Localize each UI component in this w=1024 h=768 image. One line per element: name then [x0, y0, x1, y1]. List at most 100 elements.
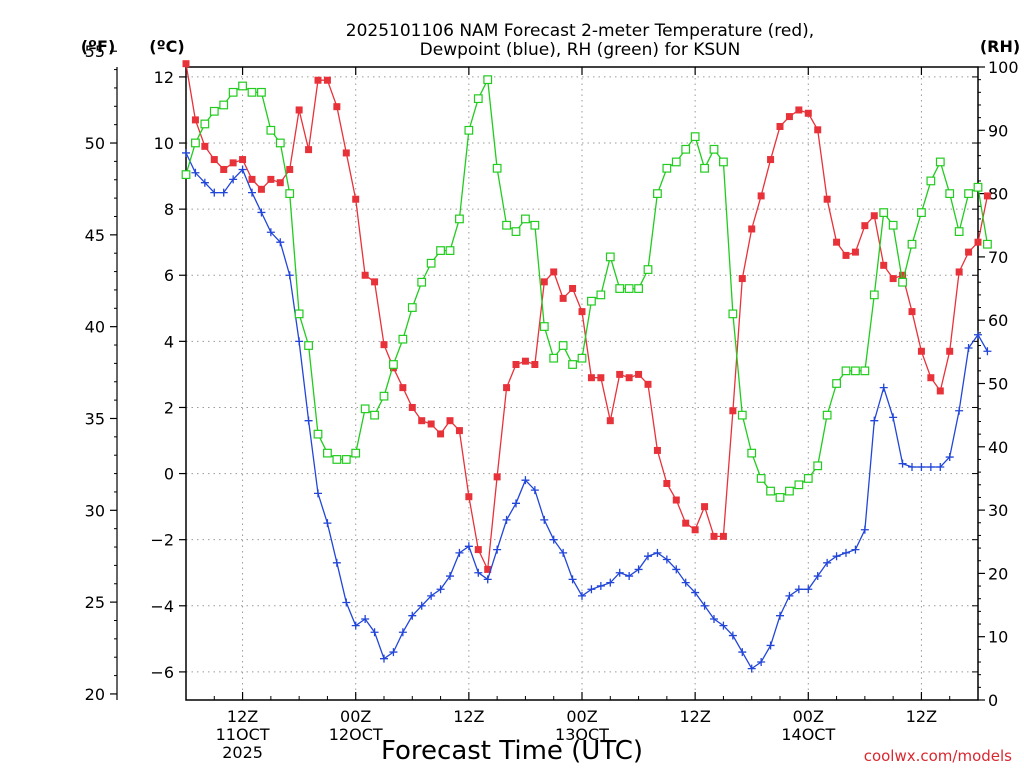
rh-tick-label: 40	[988, 438, 1008, 457]
dewpoint-point	[710, 615, 718, 624]
rh-point	[473, 94, 483, 104]
rh-point	[360, 404, 370, 414]
rh-tick-label: 100	[988, 58, 1019, 77]
rh-tick-label: 0	[988, 691, 998, 710]
rh-point	[370, 410, 379, 420]
rh-tick-label: 30	[988, 501, 1008, 520]
rh-point	[313, 429, 323, 439]
dewpoint-point	[747, 664, 756, 673]
dewpoint-point	[417, 601, 426, 610]
dewpoint-point	[889, 413, 898, 422]
chart-title-line1: 2025101106 NAM Forecast 2-meter Temperat…	[346, 21, 814, 41]
dewpoint-point	[285, 271, 294, 280]
rh-point	[577, 353, 587, 363]
rh-point	[285, 189, 295, 199]
fahrenheit-tick-label: 40	[85, 318, 105, 337]
temperature-point	[889, 275, 897, 283]
axes: −6−4−20246810122025303540455055010203040…	[85, 42, 1019, 762]
rh-point	[200, 119, 210, 129]
x-tick-label: 14OCT	[781, 725, 835, 744]
temperature-point	[399, 384, 407, 392]
temperature-point	[672, 496, 680, 504]
rh-point	[389, 360, 398, 369]
celsius-tick-label: −4	[150, 597, 174, 616]
rh-point	[954, 227, 964, 236]
rh-point	[841, 366, 851, 376]
rh-point	[596, 290, 606, 300]
temperature-point	[550, 268, 558, 276]
dewpoint-point	[719, 621, 728, 630]
temperature-point	[559, 294, 567, 302]
rh-point	[294, 309, 304, 319]
temperature-point	[597, 374, 605, 382]
dewpoint-point	[634, 565, 643, 574]
dewpoint-point	[493, 545, 502, 554]
temperature-point	[191, 116, 199, 124]
temperature-point	[851, 248, 859, 256]
credit-text: coolwx.com/models	[864, 747, 1012, 765]
dewpoint-point	[464, 542, 473, 551]
x-tick-label: 2025	[222, 743, 263, 762]
rh-point	[624, 284, 634, 293]
dewpoint-point	[832, 552, 841, 561]
temperature-point	[729, 407, 737, 415]
temperature-point	[691, 526, 699, 534]
rh-point	[973, 182, 983, 192]
dewpoint-point	[738, 648, 747, 657]
dewpoint-point	[955, 406, 964, 415]
dewpoint-point	[672, 565, 681, 574]
dewpoint-point	[757, 657, 766, 666]
dewpoint-point	[361, 615, 370, 624]
rh-point	[351, 448, 361, 458]
temperature-point	[644, 380, 652, 388]
rh-point	[492, 163, 502, 173]
rh-point	[521, 214, 530, 224]
rh-point	[643, 265, 653, 274]
rh-point	[304, 341, 313, 350]
rh-point	[464, 125, 474, 135]
rh-point	[879, 208, 889, 217]
series	[181, 60, 992, 673]
rh-point	[756, 474, 766, 483]
rh-point	[964, 189, 973, 199]
dewpoint-point	[898, 459, 907, 468]
dewpoint-point	[662, 555, 671, 564]
temperature-point	[465, 493, 473, 501]
rh-point	[832, 379, 841, 388]
temperature-point	[512, 360, 520, 368]
dewpoint-point	[700, 601, 709, 610]
rh-point	[917, 208, 926, 217]
temperature-point	[719, 532, 727, 540]
dewpoint-point	[530, 486, 539, 495]
dewpoint-point	[295, 337, 304, 346]
temperature-point	[569, 284, 577, 292]
rh-point	[587, 296, 596, 306]
rh-point	[907, 239, 917, 249]
rh-point	[502, 220, 511, 230]
dewpoint-point	[691, 588, 700, 597]
dewpoint-point	[936, 462, 945, 471]
rh-point	[681, 144, 691, 154]
dewpoint-point	[945, 453, 954, 462]
rh-point	[653, 189, 662, 199]
fahrenheit-tick-label: 20	[85, 685, 105, 704]
dewpoint-point	[587, 585, 596, 594]
temperature-point	[776, 122, 784, 130]
dewpoint-point	[615, 568, 624, 577]
fahrenheit-tick-label: 30	[85, 501, 105, 520]
temperature-point	[503, 384, 511, 392]
rh-point	[794, 480, 804, 490]
fahrenheit-tick-label: 25	[85, 593, 105, 612]
temperature-point	[814, 126, 822, 134]
rh-point	[209, 106, 219, 116]
rh-point	[332, 455, 342, 464]
rh-point	[775, 493, 785, 502]
temperature-point	[936, 387, 944, 395]
rh-point	[898, 277, 907, 287]
temperature-point	[880, 261, 888, 269]
rh-tick-label: 80	[988, 185, 1008, 204]
dewpoint-point	[606, 578, 615, 587]
dewpoint-point	[304, 416, 313, 425]
rh-point	[728, 309, 738, 319]
